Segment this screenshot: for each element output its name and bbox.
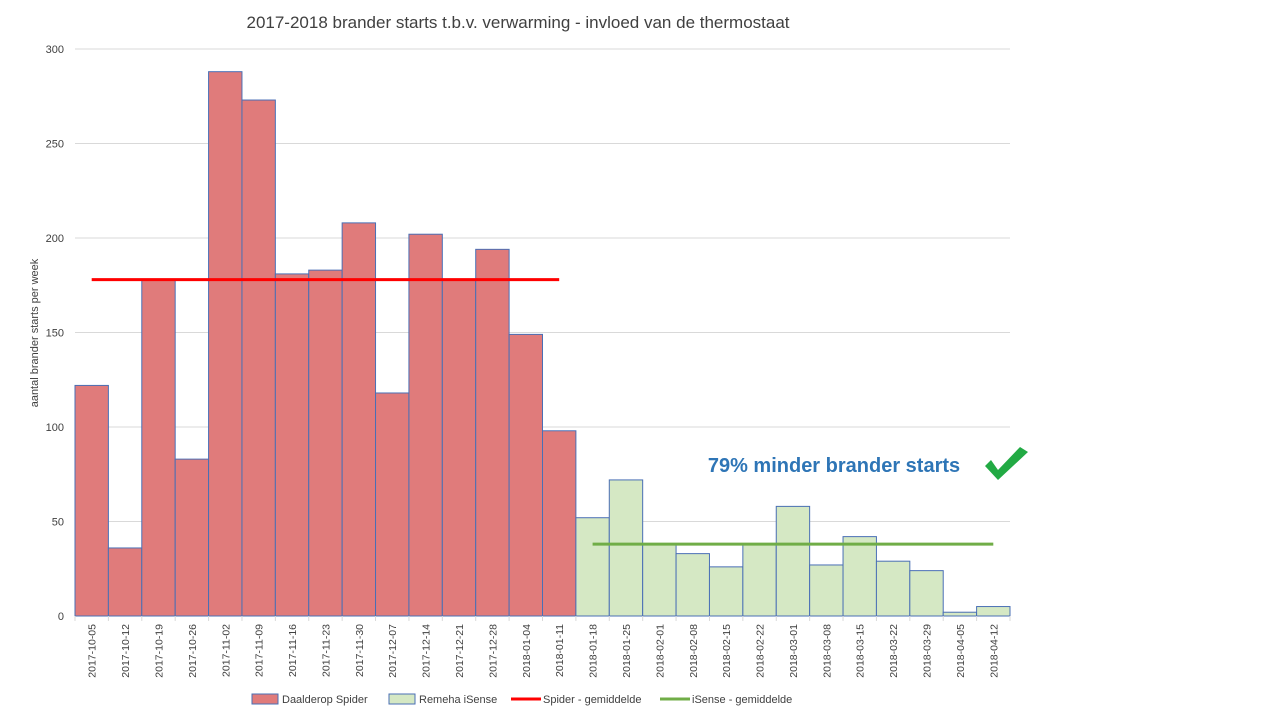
- legend-label: Daalderop Spider: [282, 694, 368, 706]
- bars: [74, 71, 1011, 617]
- x-tick-label: 2017-10-05: [87, 624, 99, 678]
- legend-label: iSense - gemiddelde: [692, 694, 792, 706]
- x-tick-label: 2018-01-18: [588, 624, 600, 678]
- bar-2018-03-08: [809, 564, 844, 617]
- bar-2017-12-14: [408, 233, 443, 617]
- x-tick-label: 2017-10-12: [120, 624, 132, 678]
- x-tick-label: 2018-03-29: [922, 624, 934, 678]
- y-tick-label: 0: [58, 611, 64, 623]
- x-tick-label: 2017-10-26: [187, 624, 199, 678]
- bar-2018-01-04: [508, 333, 544, 617]
- bar-2017-10-26: [174, 458, 210, 617]
- legend-swatch: [251, 693, 279, 705]
- bar-2017-12-21: [441, 279, 477, 617]
- bar-2017-12-28: [475, 248, 510, 617]
- bar-2018-01-11: [542, 430, 577, 617]
- x-tick-label: 2018-01-11: [554, 624, 566, 677]
- y-tick-label: 300: [46, 44, 64, 56]
- y-axis-label: aantal brander starts per week: [29, 258, 41, 407]
- x-tick-label: 2017-12-28: [487, 624, 499, 678]
- bar-2018-03-01: [775, 505, 811, 617]
- bar-2017-11-23: [308, 269, 343, 617]
- bar-2017-11-02: [208, 71, 243, 617]
- x-tick-label: 2017-11-02: [220, 624, 232, 677]
- y-tick-label: 100: [46, 422, 64, 434]
- bar-2017-11-09: [241, 99, 276, 617]
- x-tick-label: 2017-12-07: [387, 624, 399, 678]
- y-tick-label: 50: [52, 517, 64, 529]
- x-tick-label: 2017-10-19: [153, 624, 165, 678]
- x-tick-label: 2018-01-04: [521, 624, 533, 678]
- x-tick-label: 2017-11-23: [320, 624, 332, 677]
- x-tick-label: 2018-02-22: [755, 624, 767, 678]
- x-tick-label: 2017-12-14: [421, 624, 433, 678]
- x-tick-label: 2017-11-16: [287, 624, 299, 677]
- bar-2018-01-25: [608, 479, 644, 617]
- x-tick-label: 2018-04-12: [988, 624, 1000, 678]
- bar-2017-10-05: [74, 384, 109, 617]
- bar-2018-02-15: [708, 566, 744, 617]
- x-tick-label: 2018-02-08: [688, 624, 700, 678]
- x-tick-label: 2018-03-08: [821, 624, 833, 678]
- x-tick-label: 2018-03-01: [788, 624, 800, 678]
- legend: Daalderop Spider Remeha iSense Spider - ge…: [251, 693, 792, 706]
- y-tick-label: 200: [46, 233, 64, 245]
- checkmark-icon: [985, 447, 1028, 480]
- bar-2018-02-22: [742, 543, 777, 617]
- bar-2018-03-29: [909, 570, 944, 617]
- x-tick-label: 2018-02-01: [654, 624, 666, 678]
- bar-2018-01-18: [575, 517, 610, 617]
- bar-2018-03-22: [875, 560, 911, 617]
- bar-2017-12-07: [375, 392, 410, 617]
- x-tick-label: 2017-12-21: [454, 624, 466, 678]
- bar-2017-11-30: [341, 222, 377, 617]
- x-tick-label: 2018-01-25: [621, 624, 633, 678]
- x-tick-label: 2017-11-30: [354, 624, 366, 677]
- legend-label: Remeha iSense: [419, 694, 497, 706]
- bar-2017-10-19: [141, 279, 176, 617]
- y-tick-label: 150: [46, 328, 64, 340]
- bar-2017-11-16: [274, 273, 310, 617]
- y-axis-ticks: 0 50 100 150 200 250 300: [46, 44, 64, 623]
- y-tick-label: 250: [46, 139, 64, 151]
- bar-2018-04-05: [942, 611, 978, 617]
- bar-2017-10-12: [107, 547, 143, 617]
- x-tick-label: 2018-03-15: [855, 624, 867, 678]
- annotation-text: 79% minder brander starts: [708, 455, 960, 477]
- legend-label: Spider - gemiddelde: [543, 694, 641, 706]
- bar-2018-03-15: [842, 536, 877, 617]
- chart-title: 2017-2018 brander starts t.b.v. verwarmi…: [246, 13, 789, 32]
- bar-2018-02-01: [642, 543, 677, 617]
- x-tick-label: 2018-03-22: [888, 624, 900, 678]
- x-axis-ticks: 2017-10-05 2017-10-12 2017-10-19 2017-10-26…: [74, 616, 1011, 678]
- x-tick-label: 2018-02-15: [721, 624, 733, 678]
- bar-2018-04-12: [976, 606, 1011, 617]
- x-tick-label: 2017-11-09: [254, 624, 266, 677]
- x-tick-label: 2018-04-05: [955, 624, 967, 678]
- average-lines: [91, 278, 994, 546]
- bar-2018-02-08: [675, 553, 710, 617]
- legend-swatch: [388, 693, 416, 705]
